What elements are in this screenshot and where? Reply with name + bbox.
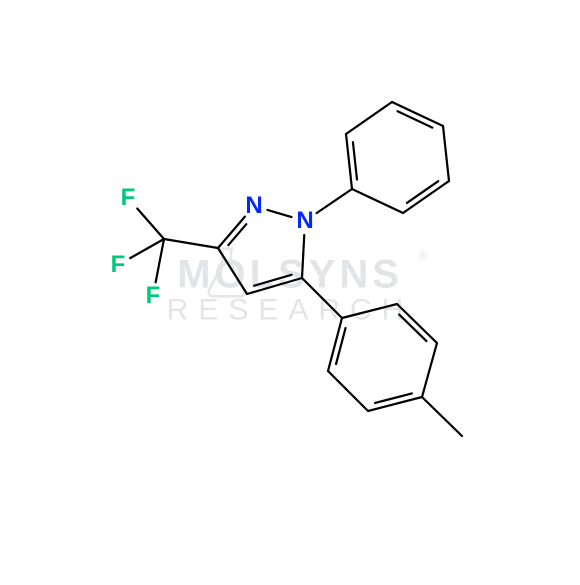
molecule-svg: [0, 0, 580, 580]
atom-n-label: N: [245, 194, 262, 218]
molecule-canvas: NNFFF: [0, 0, 580, 580]
atom-f-label: F: [121, 186, 136, 210]
atom-f-label: F: [111, 253, 126, 277]
atom-n-label: N: [296, 209, 313, 233]
atom-f-label: F: [146, 284, 161, 308]
